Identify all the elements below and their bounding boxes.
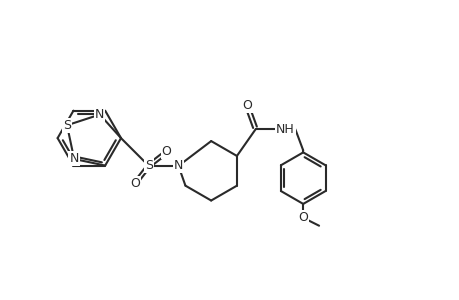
Text: S: S — [145, 159, 152, 172]
Text: O: O — [130, 177, 140, 190]
Text: NH: NH — [275, 123, 294, 136]
Text: S: S — [63, 119, 71, 132]
Text: N: N — [95, 108, 104, 121]
Text: O: O — [242, 99, 252, 112]
Text: O: O — [297, 211, 308, 224]
Text: N: N — [69, 152, 78, 166]
Text: N: N — [174, 159, 183, 172]
Text: O: O — [161, 146, 171, 158]
